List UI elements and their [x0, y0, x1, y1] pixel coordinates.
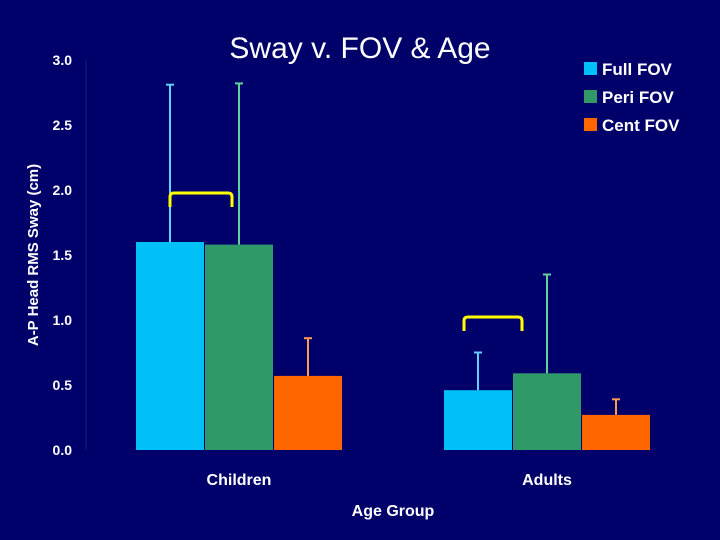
y-axis-label: A-P Head RMS Sway (cm)	[25, 164, 42, 346]
x-tick-label: Adults	[522, 472, 572, 489]
slide-title: Sway v. FOV & Age	[229, 32, 491, 65]
y-tick-label: 1.5	[53, 247, 73, 263]
legend-label: Cent FOV	[602, 116, 680, 135]
legend-swatch	[584, 90, 597, 103]
y-tick-label: 2.5	[53, 117, 73, 133]
legend-label: Peri FOV	[602, 88, 674, 107]
chart-legend: Full FOV Peri FOV Cent FOV	[584, 60, 680, 135]
significance-bracket	[462, 315, 524, 331]
chart-bars	[136, 242, 650, 450]
x-axis-label: Age Group	[352, 503, 435, 520]
legend-swatch	[584, 118, 597, 131]
y-tick-label: 2.0	[53, 182, 73, 198]
significance-bracket	[168, 191, 234, 207]
y-tick-label: 0.0	[53, 442, 73, 458]
bar	[136, 242, 204, 450]
bar	[205, 244, 273, 450]
legend-label: Full FOV	[602, 60, 673, 79]
chart-error-bars	[166, 82, 620, 415]
x-tick-label: Children	[207, 472, 272, 489]
y-tick-label: 0.5	[53, 377, 73, 393]
bar	[444, 390, 512, 450]
bar	[274, 375, 342, 450]
bar	[582, 414, 650, 450]
chart-annotations	[168, 191, 524, 331]
bar	[513, 373, 581, 450]
y-tick-label: 1.0	[53, 312, 73, 328]
legend-swatch	[584, 62, 597, 75]
chart-axes: 0.0 0.5 1.0 1.5 2.0 2.5 3.0 Children Adults	[53, 52, 572, 489]
y-tick-label: 3.0	[53, 52, 73, 68]
